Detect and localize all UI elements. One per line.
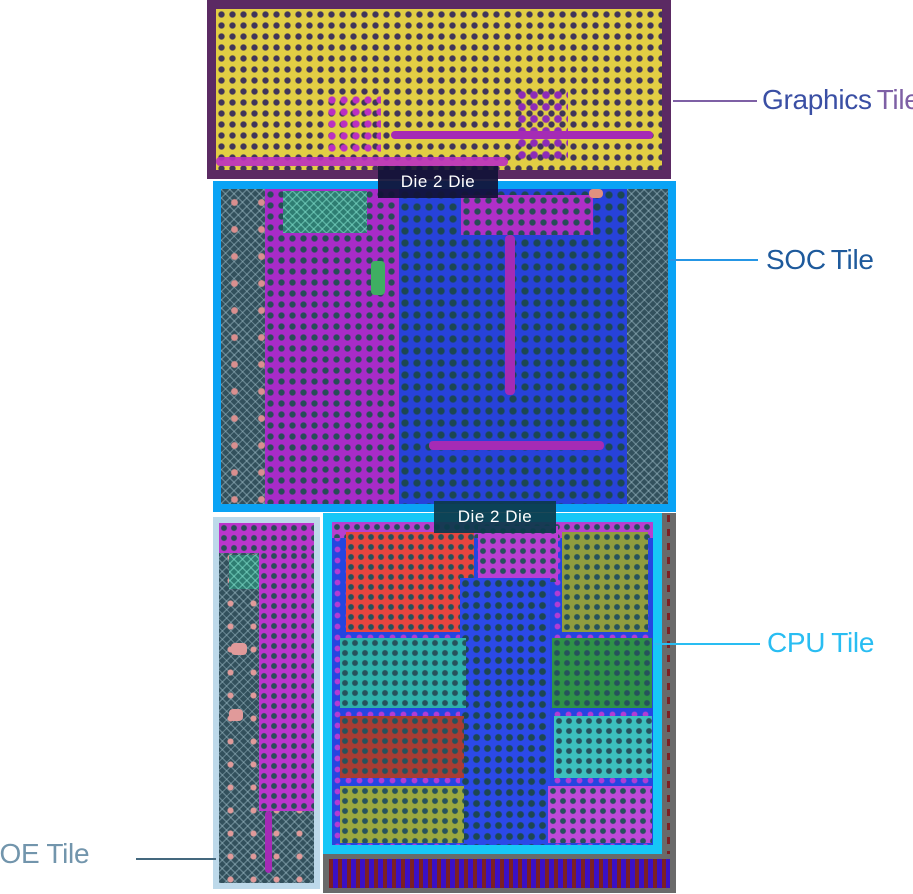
ioe-tile-label-word1: IOE: [0, 838, 40, 869]
soc-tile-label: SOC Tile: [766, 244, 874, 276]
soc-magenta-block: [265, 189, 399, 504]
soc-tile-region: [213, 181, 676, 512]
die-to-die-marker-bottom: Die 2 Die: [434, 501, 556, 533]
soc-detail-green-bit: [371, 261, 385, 295]
cpu-center-spine: [460, 578, 550, 845]
soc-detail-salmon-bit: [589, 189, 603, 198]
graphics-detail-trace: [391, 131, 653, 139]
cpu-callout-line: [654, 643, 760, 645]
die-right-edge-column: [662, 513, 676, 893]
graphics-detail-trace: [216, 157, 508, 166]
cpu-core-block-darkred: [340, 716, 464, 778]
soc-tile-label-word2: Tile: [830, 244, 874, 275]
cpu-core-block-green: [552, 638, 652, 708]
graphics-detail-cluster: [516, 89, 568, 161]
ioe-detail-salmon-bit: [231, 643, 247, 655]
graphics-tile-region: [207, 0, 671, 179]
graphics-tile-label: Graphics Tile: [762, 84, 913, 116]
cpu-core-block-magenta2: [548, 786, 652, 843]
cpu-core-block-olive: [562, 532, 648, 632]
cpu-core-block-red: [346, 532, 474, 632]
cpu-core-block-olive2: [340, 786, 464, 843]
graphics-tile-label-word1: Graphics: [762, 84, 872, 115]
ioe-tile-label: IOETile: [0, 838, 90, 870]
ioe-detail-trace: [265, 811, 272, 873]
cpu-tile-region: [323, 513, 662, 854]
cpu-tile-label-word2: Tile: [831, 627, 875, 658]
ioe-magenta-block: [259, 551, 314, 811]
soc-tile-label-word1: SOC: [766, 244, 826, 275]
graphics-detail-cluster: [326, 94, 381, 152]
ioe-magenta-strip: [219, 523, 314, 553]
soc-left-speckles: [221, 189, 265, 504]
soc-detail-trace: [505, 235, 515, 395]
die-bottom-io-pads: [329, 859, 670, 888]
cpu-core-block-teal: [340, 638, 466, 708]
ioe-tile-label-word2: Tile: [46, 838, 90, 869]
cpu-tile-label-word1: CPU: [767, 627, 826, 658]
soc-detail-trace: [429, 441, 604, 450]
ioe-tile-region: [213, 517, 320, 889]
cpu-core-block-teal2: [554, 716, 652, 778]
cpu-block-magenta-top: [478, 526, 558, 582]
die-to-die-marker-top: Die 2 Die: [378, 166, 498, 198]
ioe-detail-salmon-bit: [229, 709, 243, 721]
ioe-teal-patch: [229, 555, 259, 589]
soc-right-hatch-texture: [627, 189, 668, 504]
soc-magenta-overlay: [461, 195, 593, 235]
cpu-tile-label: CPU Tile: [767, 627, 874, 659]
soc-callout-line: [670, 259, 758, 261]
die-edge-seal-line: [667, 515, 670, 891]
soc-teal-patch: [283, 191, 367, 233]
graphics-tile-label-word2: Tile: [876, 84, 913, 115]
die-bottom-io-strip: [323, 854, 676, 893]
ioe-callout-line: [136, 858, 216, 860]
graphics-tile-texture: [216, 9, 662, 170]
graphics-callout-line: [673, 100, 757, 102]
